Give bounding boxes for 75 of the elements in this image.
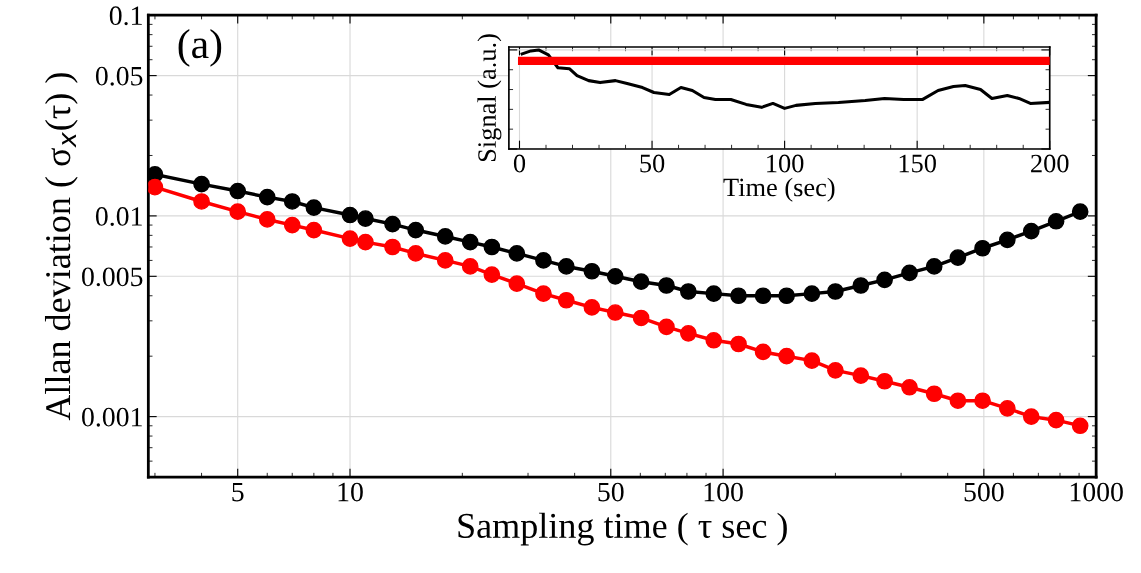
x-tick-label: 0 [513,154,526,173]
point [557,258,575,275]
point [632,309,650,327]
point [730,287,747,305]
point [1071,203,1089,220]
point [680,283,697,300]
y-axis-title: Allan deviation ( σ$_{x}$(τ) ) [44,73,78,421]
point [827,283,844,300]
point [606,267,624,285]
point [901,264,918,282]
x-tick-label: 1000 [1070,482,1123,502]
point [901,378,918,396]
point [803,285,821,302]
x-tick-label: 100 [767,154,804,173]
x-tick-label: 500 [964,482,1004,502]
y-tick-label: 0.001 [82,407,142,427]
point [658,277,675,294]
point [754,287,772,305]
y-tick-label: 0.01 [95,207,142,226]
point [852,277,870,294]
point [705,331,723,349]
point [949,249,967,266]
point [705,285,723,302]
point [999,231,1016,249]
x-axis-title: Sampling time ( τ sec ) [458,512,787,546]
point [827,362,844,379]
point [583,262,601,280]
point [436,252,454,269]
x-tick-label: 50 [640,154,665,173]
point [876,372,893,390]
point [461,258,479,275]
point [1022,408,1040,425]
point [557,291,575,309]
point [778,347,795,365]
point [436,228,454,245]
point [632,273,650,291]
point [925,258,943,275]
x-tick-label: 5 [232,482,244,502]
point [778,287,795,305]
point [680,324,697,342]
x-tick-label: 50 [598,482,624,502]
point [583,299,601,316]
y-tick-label: 0.005 [82,267,143,287]
y-tick-label: 0.05 [95,66,143,86]
x-tick-label: 100 [704,482,743,502]
point [925,385,943,403]
point [508,275,526,292]
y-axis-title: Signal (a.u.) [477,34,502,162]
point [974,392,991,410]
point [974,239,991,257]
point [535,285,552,302]
point [1071,417,1089,435]
point [606,304,624,321]
point [852,367,870,384]
annotation: (a) [178,29,222,67]
point [1022,222,1040,240]
x-axis-title: Time (sec) [723,177,835,202]
point [1047,212,1065,230]
point [483,266,501,283]
point [999,399,1016,417]
point [658,318,675,336]
x-tick-label: 10 [338,482,363,502]
point [461,233,479,251]
point [876,271,893,289]
point [508,245,526,262]
point [754,343,772,361]
point [803,352,821,369]
point [1047,411,1065,429]
point [483,238,501,256]
point [730,335,747,353]
point [535,252,552,269]
point [949,392,967,410]
y-tick-label: 0.1 [109,6,142,26]
x-tick-label: 150 [899,154,936,173]
x-tick-label: 200 [1031,154,1069,173]
